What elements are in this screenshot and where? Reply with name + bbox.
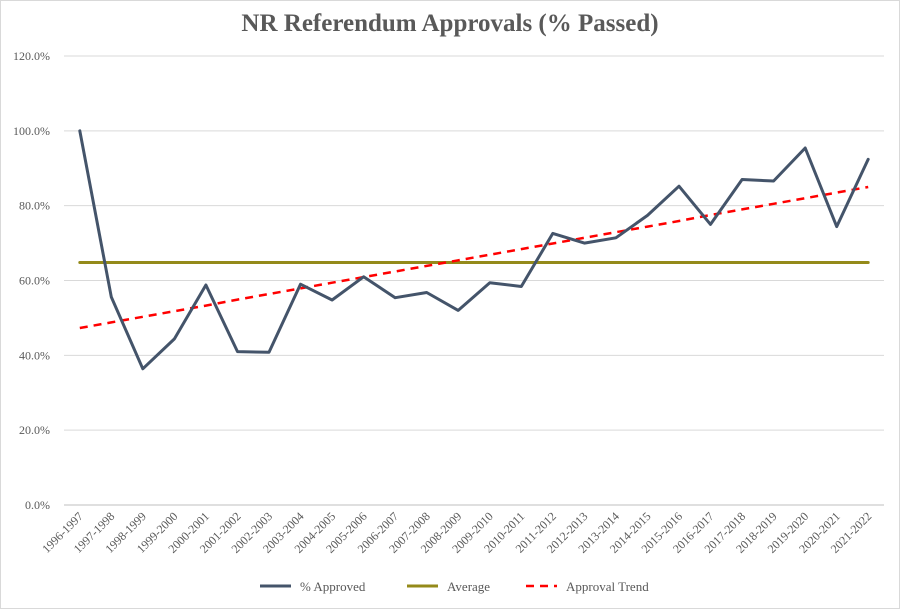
y-tick-label: 120.0% bbox=[13, 49, 50, 63]
gridlines bbox=[64, 55, 884, 506]
y-tick-label: 40.0% bbox=[19, 348, 50, 362]
y-tick-label: 60.0% bbox=[19, 274, 50, 288]
y-tick-label: 20.0% bbox=[19, 423, 50, 437]
series-lines bbox=[78, 129, 870, 371]
y-axis-tick-labels: 0.0% 20.0% 40.0% 60.0% 80.0% 100.0% 120.0% bbox=[13, 49, 50, 512]
legend-label-0: % Approved bbox=[300, 579, 366, 594]
y-tick-label: 80.0% bbox=[19, 199, 50, 213]
x-axis-tick-labels: 1996-19971997-19981998-19991999-20002000… bbox=[39, 509, 874, 556]
legend-label-1: Average bbox=[447, 579, 490, 594]
y-tick-label: 0.0% bbox=[25, 498, 50, 512]
legend-label-2: Approval Trend bbox=[566, 579, 649, 594]
chart-title: NR Referendum Approvals (% Passed) bbox=[241, 10, 659, 37]
series-line-0 bbox=[78, 129, 870, 371]
y-tick-label: 100.0% bbox=[13, 124, 50, 138]
series-line-2 bbox=[79, 185, 869, 330]
legend: % Approved Average Approval Trend bbox=[260, 579, 649, 594]
